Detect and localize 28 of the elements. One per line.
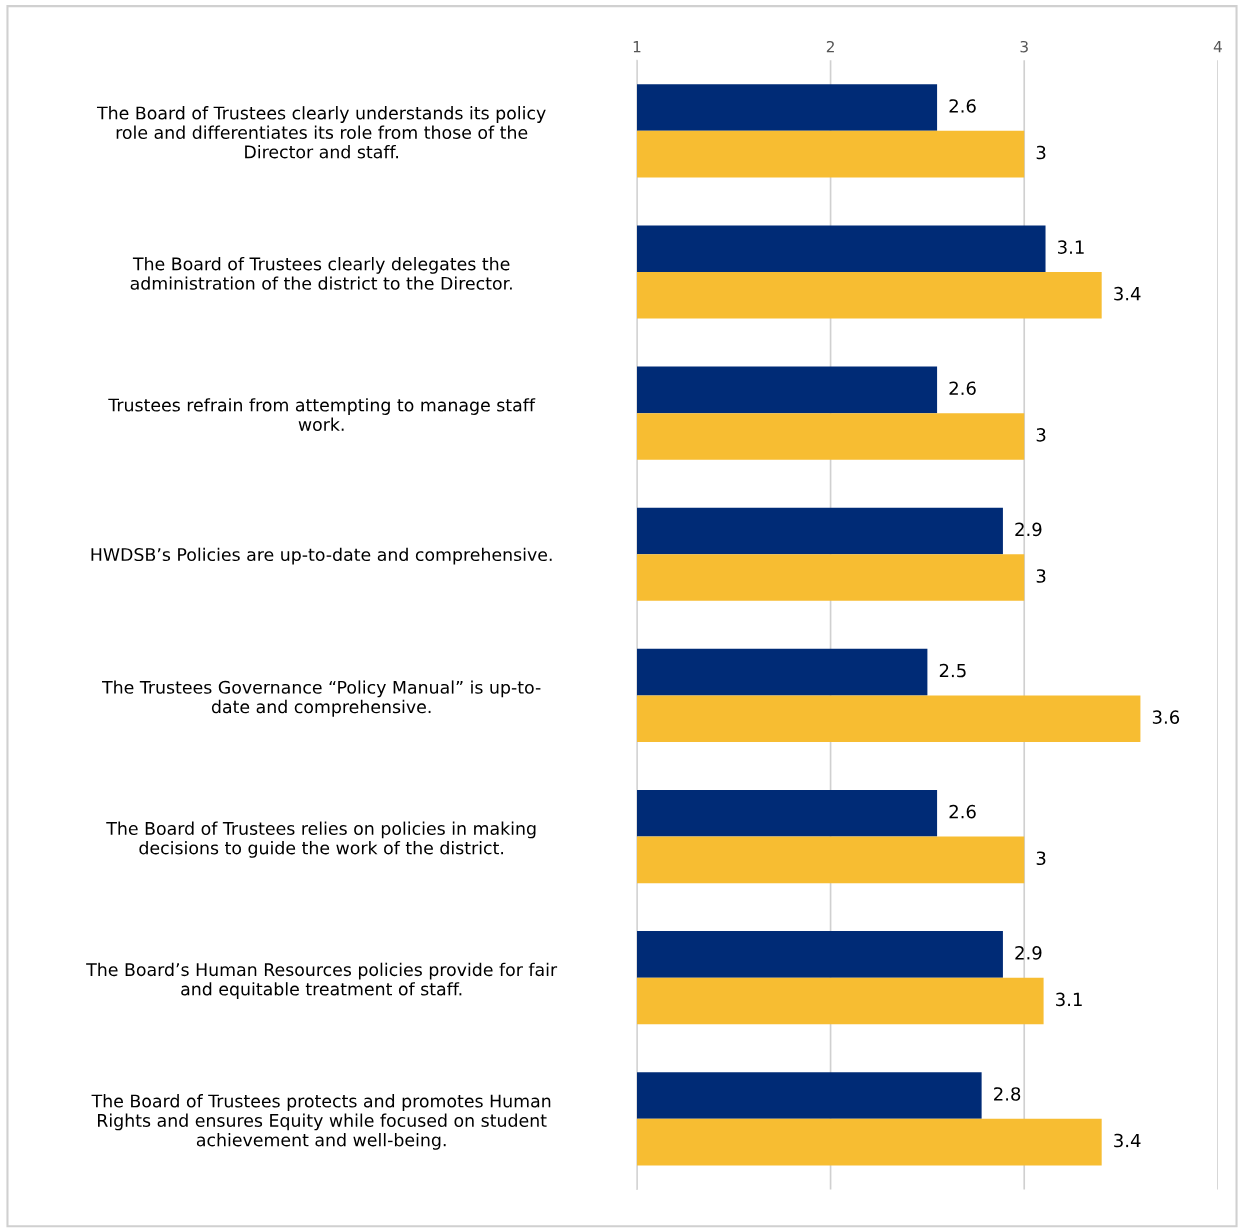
x-tick-label: 2 [826, 40, 834, 53]
x-tick-label: 4 [1213, 41, 1222, 53]
data-label: 2.6 [949, 804, 976, 819]
data-label: 3.4 [1114, 286, 1141, 301]
data-label: 3 [1036, 145, 1046, 160]
data-label: 2.6 [949, 381, 976, 396]
data-label: 3.1 [1056, 992, 1082, 1007]
y-tick-label: The Board’s Human Resources policies provide for fair and equitable treatment of staff. [86, 962, 558, 999]
y-tick-label: The Board of Trustees protects and promotes Human Rights and ensures Equity while focused on student achievement and well-being. [91, 1094, 551, 1150]
data-label: 2.8 [994, 1087, 1021, 1101]
data-label: 3 [1036, 428, 1046, 442]
data-label: 2.9 [1015, 522, 1042, 537]
x-tick-label: 3 [1020, 40, 1028, 53]
y-tick-label: The Board of Trustees clearly delegates the administration of the district to the Director. [130, 256, 512, 290]
y-tick-label: The Board of Trustees clearly understands its policy role and differentiates its role from those of the Director and staff. [96, 106, 546, 159]
data-label: 3 [1036, 851, 1046, 866]
x-tick-label: 1 [633, 41, 641, 53]
data-label: 3.4 [1114, 1133, 1141, 1148]
y-tick-label: The Board of Trustees relies on policies in making decisions to guide the work of the district. [106, 821, 536, 858]
data-label: 3.1 [1058, 240, 1084, 254]
y-tick-label: Trustees refrain from attempting to manage staff work. [108, 398, 536, 432]
y-tick-label: The Trustees Governance “Policy Manual” is up-to- date and comprehensive. [101, 680, 541, 717]
data-label: 2.5 [939, 663, 966, 678]
data-label: 2.6 [949, 99, 976, 113]
y-tick-label: HWDSB’s Policies are up-to-date and comprehensive. [91, 547, 552, 565]
data-label: 3.6 [1152, 710, 1180, 724]
data-label: 2.9 [1015, 945, 1042, 960]
data-label: 3 [1036, 569, 1046, 583]
